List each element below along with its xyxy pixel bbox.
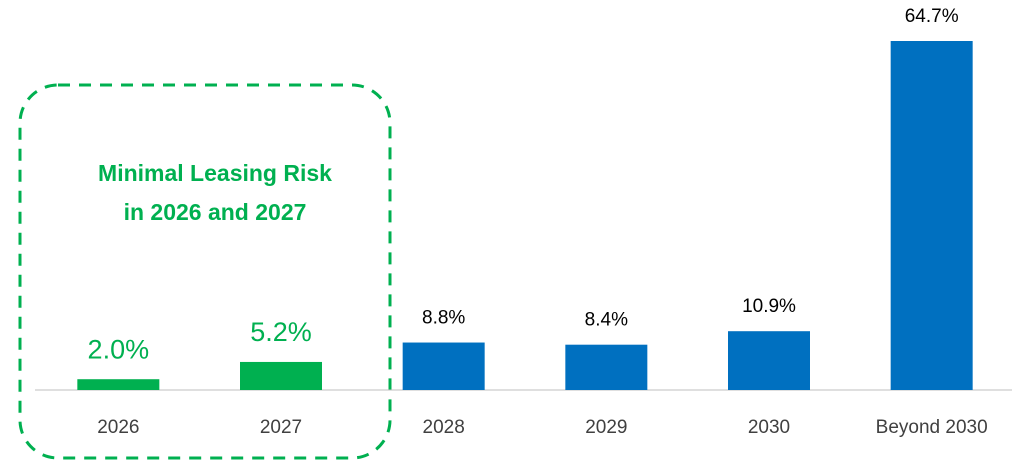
bar — [890, 41, 973, 390]
x-tick-label: 2028 — [423, 417, 465, 438]
value-label: 5.2% — [250, 317, 312, 347]
x-tick-label: Beyond 2030 — [876, 417, 988, 438]
bar — [240, 361, 322, 390]
value-label: 10.9% — [742, 296, 796, 317]
x-tick-label: 2027 — [260, 417, 302, 438]
value-label: 8.4% — [585, 310, 628, 331]
bar — [728, 331, 810, 390]
x-tick-label: 2029 — [585, 417, 627, 438]
x-tick-label: 2026 — [97, 417, 139, 438]
value-label: 2.0% — [88, 334, 150, 364]
value-label: 64.7% — [905, 6, 959, 27]
annotation: Minimal Leasing Risk — [98, 160, 332, 186]
bar — [77, 379, 160, 390]
highlight-box — [18, 83, 392, 460]
annotation: in 2026 and 2027 — [124, 199, 307, 225]
x-tick-label: 2030 — [748, 417, 790, 438]
bar — [565, 344, 648, 390]
bar — [402, 342, 485, 390]
value-label: 8.8% — [422, 308, 465, 329]
